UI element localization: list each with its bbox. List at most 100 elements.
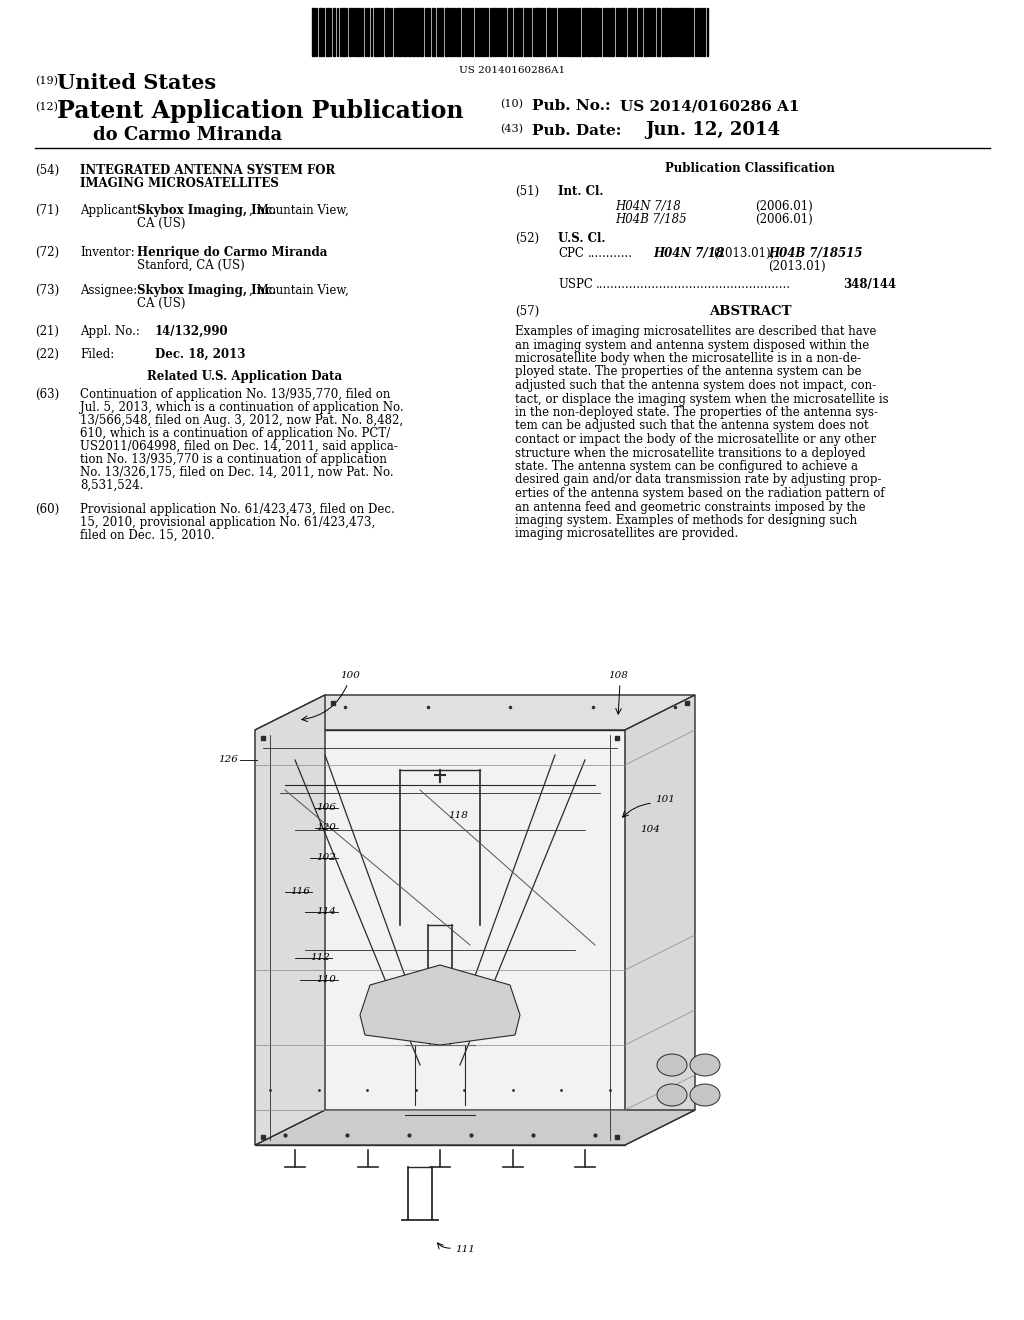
- Text: U.S. Cl.: U.S. Cl.: [558, 232, 605, 246]
- Text: 104: 104: [640, 825, 659, 834]
- Text: (57): (57): [515, 305, 540, 318]
- Bar: [520, 8, 522, 55]
- Bar: [673, 8, 675, 55]
- Bar: [408, 8, 411, 55]
- Bar: [578, 8, 580, 55]
- Text: 8,531,524.: 8,531,524.: [80, 479, 143, 492]
- Text: 126: 126: [218, 755, 238, 764]
- Bar: [547, 8, 550, 55]
- Text: Appl. No.:: Appl. No.:: [80, 325, 140, 338]
- Bar: [632, 8, 634, 55]
- Bar: [703, 8, 705, 55]
- Ellipse shape: [690, 1053, 720, 1076]
- Bar: [605, 8, 607, 55]
- Text: (2006.01): (2006.01): [755, 213, 813, 226]
- Text: ............: ............: [588, 247, 633, 260]
- Bar: [608, 8, 610, 55]
- Text: structure when the microsatellite transitions to a deployed: structure when the microsatellite transi…: [515, 446, 865, 459]
- Bar: [662, 8, 664, 55]
- Bar: [416, 8, 419, 55]
- Bar: [517, 8, 519, 55]
- Bar: [356, 8, 359, 55]
- Bar: [376, 8, 379, 55]
- Text: (63): (63): [35, 388, 59, 401]
- Bar: [462, 8, 464, 55]
- Bar: [398, 8, 401, 55]
- Bar: [686, 8, 689, 55]
- Text: H04N 7/18: H04N 7/18: [615, 201, 681, 213]
- Text: ployed state. The properties of the antenna system can be: ployed state. The properties of the ante…: [515, 366, 861, 379]
- Text: IMAGING MICROSATELLITES: IMAGING MICROSATELLITES: [80, 177, 279, 190]
- Bar: [349, 8, 351, 55]
- Text: imaging microsatellites are provided.: imaging microsatellites are provided.: [515, 528, 738, 540]
- Text: Provisional application No. 61/423,473, filed on Dec.: Provisional application No. 61/423,473, …: [80, 503, 394, 516]
- Text: Applicant:: Applicant:: [80, 205, 141, 216]
- Text: (52): (52): [515, 232, 539, 246]
- Text: 120: 120: [316, 824, 336, 833]
- Ellipse shape: [657, 1053, 687, 1076]
- Text: in the non-deployed state. The properties of the antenna sys-: in the non-deployed state. The propertie…: [515, 407, 878, 418]
- Text: US2011/064998, filed on Dec. 14, 2011, said applica-: US2011/064998, filed on Dec. 14, 2011, s…: [80, 440, 397, 453]
- Text: Jun. 12, 2014: Jun. 12, 2014: [645, 121, 780, 139]
- Text: Skybox Imaging, Inc.: Skybox Imaging, Inc.: [137, 284, 276, 297]
- Text: 610, which is a continuation of application No. PCT/: 610, which is a continuation of applicat…: [80, 426, 390, 440]
- Text: Assignee:: Assignee:: [80, 284, 137, 297]
- Text: Pub. No.:: Pub. No.:: [532, 99, 610, 114]
- Text: 111: 111: [455, 1246, 475, 1254]
- Text: Related U.S. Application Data: Related U.S. Application Data: [147, 370, 343, 383]
- Text: an imaging system and antenna system disposed within the: an imaging system and antenna system dis…: [515, 338, 869, 351]
- Text: 102: 102: [316, 854, 336, 862]
- Bar: [367, 8, 369, 55]
- Bar: [478, 8, 480, 55]
- Bar: [535, 8, 538, 55]
- Text: tact, or displace the imaging system when the microsatellite is: tact, or displace the imaging system whe…: [515, 392, 889, 405]
- Ellipse shape: [690, 1084, 720, 1106]
- Ellipse shape: [657, 1084, 687, 1106]
- Text: (60): (60): [35, 503, 59, 516]
- Text: (71): (71): [35, 205, 59, 216]
- Bar: [611, 8, 614, 55]
- Text: desired gain and/or data transmission rate by adjusting prop-: desired gain and/or data transmission ra…: [515, 474, 882, 487]
- Bar: [510, 8, 512, 55]
- Text: contact or impact the body of the microsatellite or any other: contact or impact the body of the micros…: [515, 433, 877, 446]
- Text: Skybox Imaging, Inc.: Skybox Imaging, Inc.: [137, 205, 276, 216]
- Bar: [445, 8, 449, 55]
- Text: (73): (73): [35, 284, 59, 297]
- Text: INTEGRATED ANTENNA SYSTEM FOR: INTEGRATED ANTENNA SYSTEM FOR: [80, 164, 335, 177]
- Text: Patent Application Publication: Patent Application Publication: [57, 99, 464, 123]
- Text: 114: 114: [316, 908, 336, 916]
- Text: ABSTRACT: ABSTRACT: [709, 305, 792, 318]
- Text: Inventor:: Inventor:: [80, 246, 135, 259]
- Text: 101: 101: [655, 796, 675, 804]
- Bar: [582, 8, 585, 55]
- Text: H04B 7/18515: H04B 7/18515: [768, 247, 862, 260]
- Text: (12): (12): [35, 102, 58, 112]
- Text: (72): (72): [35, 246, 59, 259]
- Bar: [657, 8, 660, 55]
- Bar: [683, 8, 685, 55]
- Text: 15, 2010, provisional application No. 61/423,473,: 15, 2010, provisional application No. 61…: [80, 516, 375, 529]
- Polygon shape: [255, 696, 695, 730]
- Text: United States: United States: [57, 73, 216, 92]
- Text: Jul. 5, 2013, which is a continuation of application No.: Jul. 5, 2013, which is a continuation of…: [80, 401, 403, 414]
- Bar: [529, 8, 531, 55]
- Bar: [342, 8, 345, 55]
- Text: (21): (21): [35, 325, 59, 338]
- Bar: [644, 8, 646, 55]
- Bar: [539, 8, 541, 55]
- Bar: [475, 8, 477, 55]
- Bar: [440, 8, 443, 55]
- Text: tion No. 13/935,770 is a continuation of application: tion No. 13/935,770 is a continuation of…: [80, 453, 387, 466]
- Bar: [457, 8, 460, 55]
- Text: (51): (51): [515, 185, 539, 198]
- Bar: [451, 8, 454, 55]
- Text: (2006.01): (2006.01): [755, 201, 813, 213]
- Text: US 2014/0160286 A1: US 2014/0160286 A1: [620, 99, 800, 114]
- Text: Pub. Date:: Pub. Date:: [532, 124, 622, 139]
- Bar: [312, 8, 315, 55]
- Bar: [319, 8, 322, 55]
- Bar: [594, 8, 597, 55]
- Polygon shape: [255, 730, 625, 1144]
- Bar: [412, 8, 415, 55]
- Bar: [616, 8, 618, 55]
